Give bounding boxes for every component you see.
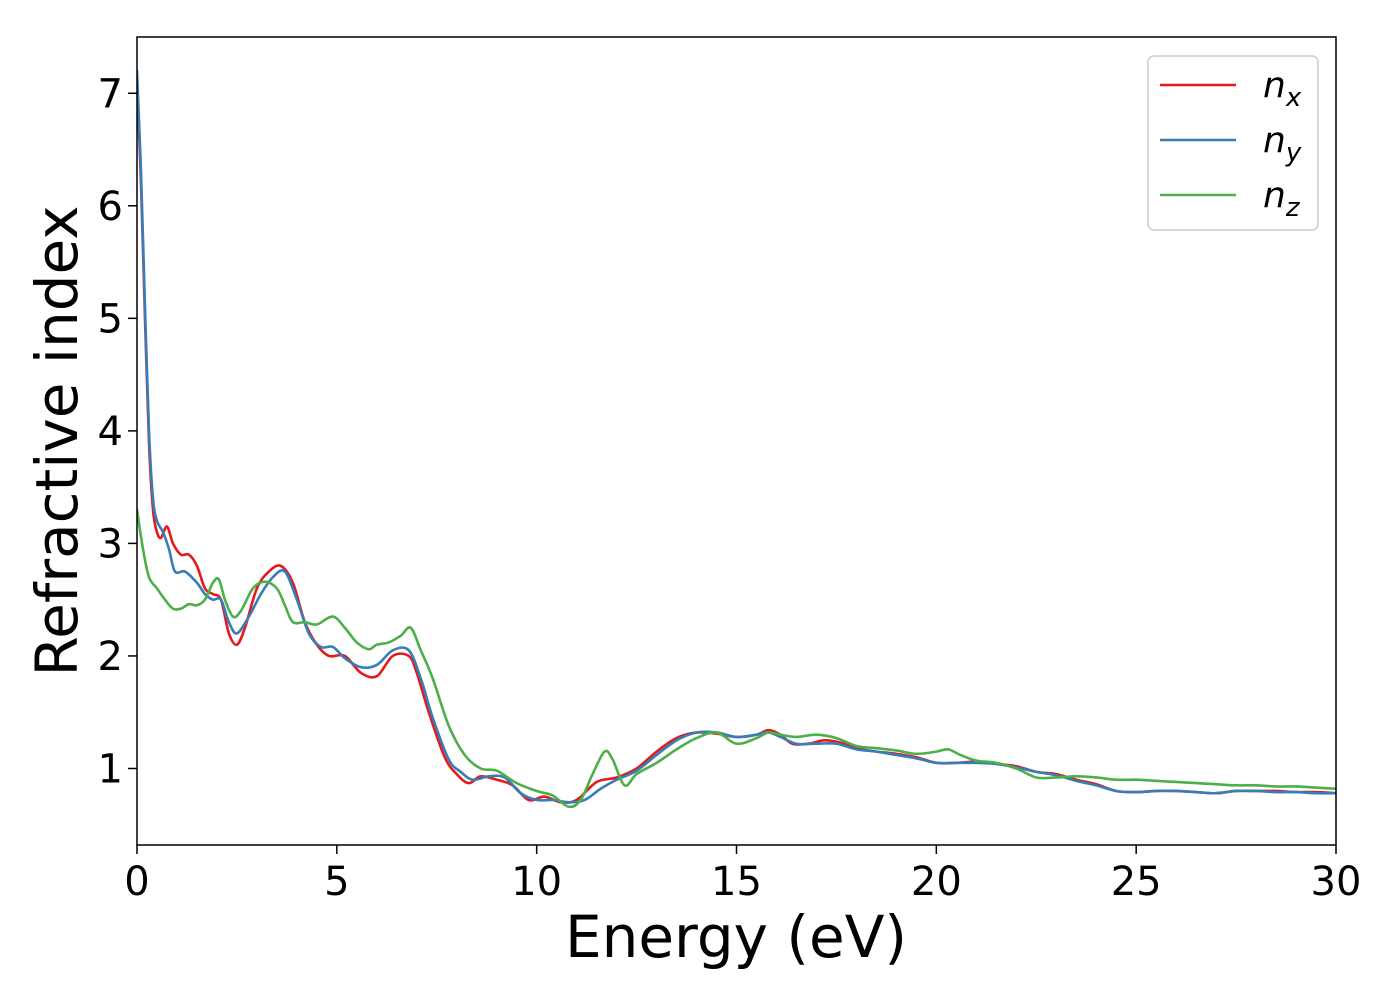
y-tick-label: 6 [98,184,123,230]
y-tick-label: 3 [98,521,123,567]
x-axis-title: Energy (eV) [565,903,907,971]
y-axis: 1 2 3 4 5 6 7 [98,71,137,792]
series-line-y [137,69,1336,804]
x-tick-label: 5 [324,859,349,905]
y-tick-label: 5 [98,296,123,342]
series-line-z [137,508,1336,809]
y-axis-title: Refractive index [23,205,91,676]
x-tick-label: 20 [911,859,962,905]
x-axis: 0 5 10 15 20 25 30 [124,845,1361,905]
x-tick-label: 15 [711,859,762,905]
legend-box [1147,55,1319,231]
x-tick-label: 25 [1111,859,1162,905]
y-tick-label: 1 [98,746,123,792]
x-tick-label: 30 [1311,859,1362,905]
series-layer [137,69,1336,809]
x-tick-label: 0 [124,859,149,905]
legend: nx ny nz [1147,55,1319,231]
y-tick-label: 2 [98,634,123,680]
x-tick-label: 10 [511,859,562,905]
y-tick-label: 7 [98,71,123,117]
legend-items: nx ny nz [1160,65,1302,223]
y-tick-label: 4 [98,409,123,455]
legend-label-y: ny [1263,120,1302,168]
legend-label-z: nz [1263,175,1301,223]
legend-label-x: nx [1263,65,1302,113]
